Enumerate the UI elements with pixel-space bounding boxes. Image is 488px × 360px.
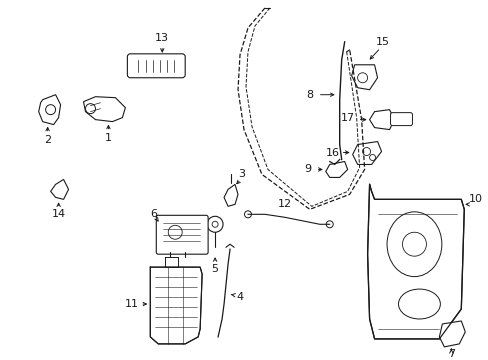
Text: 8: 8 [305, 90, 313, 100]
Circle shape [207, 216, 223, 232]
Polygon shape [351, 65, 377, 90]
Text: 5: 5 [211, 264, 218, 274]
Circle shape [357, 73, 367, 83]
Text: 17: 17 [340, 113, 354, 123]
Text: 3: 3 [238, 170, 245, 179]
Polygon shape [369, 110, 394, 130]
Text: 13: 13 [155, 33, 169, 43]
Text: 15: 15 [375, 37, 389, 47]
FancyBboxPatch shape [156, 215, 208, 254]
Text: 11: 11 [124, 299, 138, 309]
Circle shape [244, 211, 251, 218]
Circle shape [402, 232, 426, 256]
Text: 9: 9 [304, 165, 311, 175]
Text: 16: 16 [325, 148, 339, 158]
Text: 12: 12 [277, 199, 291, 210]
Text: 7: 7 [447, 349, 454, 359]
Polygon shape [367, 184, 463, 339]
FancyBboxPatch shape [390, 113, 411, 126]
Ellipse shape [386, 212, 441, 276]
Polygon shape [325, 162, 347, 177]
Circle shape [369, 154, 375, 161]
Circle shape [212, 221, 218, 227]
Polygon shape [150, 267, 202, 344]
Circle shape [325, 221, 332, 228]
Polygon shape [352, 141, 381, 165]
Text: 4: 4 [236, 292, 243, 302]
Circle shape [85, 104, 95, 114]
Ellipse shape [398, 289, 440, 319]
FancyBboxPatch shape [127, 54, 185, 78]
Polygon shape [39, 95, 61, 125]
Text: 10: 10 [468, 194, 482, 204]
Polygon shape [224, 184, 238, 206]
Text: 14: 14 [51, 209, 65, 219]
Circle shape [168, 225, 182, 239]
Polygon shape [83, 97, 125, 122]
Text: 6: 6 [149, 209, 157, 219]
Circle shape [362, 148, 370, 156]
Text: 1: 1 [105, 132, 112, 143]
Circle shape [45, 105, 56, 114]
Polygon shape [51, 179, 68, 199]
Text: 2: 2 [44, 135, 51, 145]
Polygon shape [439, 321, 465, 347]
